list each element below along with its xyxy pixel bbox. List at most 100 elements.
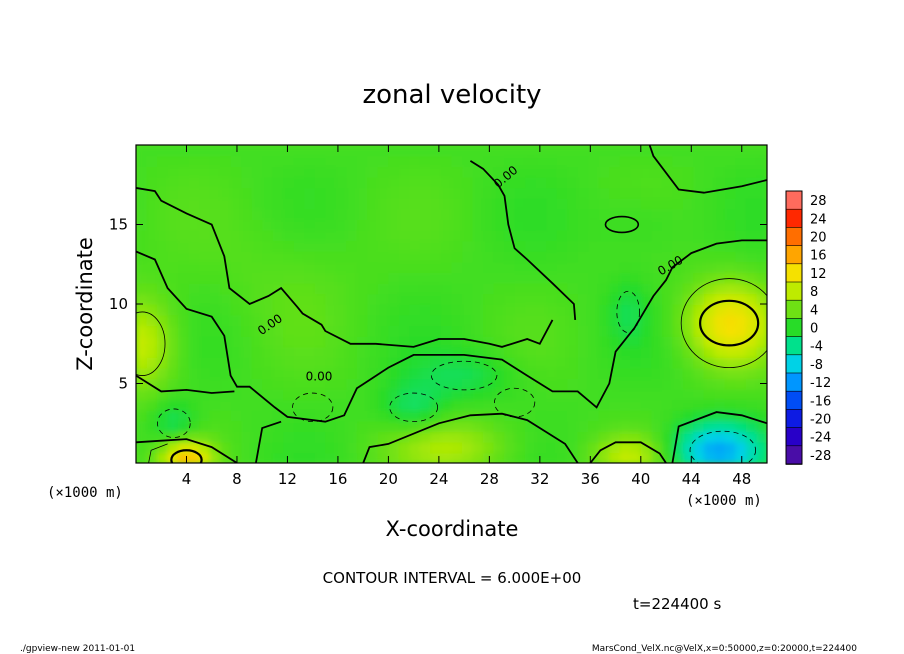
heatmap-cell	[136, 335, 148, 348]
heatmap-cell	[419, 441, 432, 454]
heatmap-cell	[703, 166, 716, 178]
heatmap-cell	[682, 399, 695, 411]
heatmap-cell	[388, 155, 400, 167]
heatmap-cell	[388, 240, 400, 252]
heatmap-cell	[546, 346, 558, 358]
heatmap-cell	[136, 251, 148, 263]
heatmap-cell	[472, 155, 484, 167]
heatmap-cell	[735, 229, 747, 242]
heatmap-cell	[199, 325, 211, 337]
heatmap-cell	[430, 399, 442, 411]
heatmap-cell	[577, 335, 590, 348]
heatmap-cell	[241, 304, 253, 316]
heatmap-cell	[556, 378, 568, 390]
heatmap-cell	[367, 314, 379, 326]
x-tick-label: 32	[530, 470, 549, 488]
heatmap-cell	[209, 304, 221, 316]
heatmap-cell	[388, 335, 400, 348]
heatmap-cell	[293, 282, 306, 295]
heatmap-cell	[356, 335, 369, 348]
heatmap-cell	[419, 229, 432, 242]
heatmap-cell	[651, 187, 663, 199]
heatmap-cell	[703, 261, 716, 273]
heatmap-cell	[640, 441, 653, 454]
heatmap-cell	[262, 251, 274, 263]
heatmap-cell	[745, 229, 758, 242]
heatmap-cell	[472, 367, 484, 379]
heatmap-cell	[493, 367, 505, 379]
heatmap-cell	[472, 145, 484, 157]
heatmap-cell	[546, 187, 558, 199]
heatmap-cell	[735, 367, 747, 379]
heatmap-cell	[335, 166, 348, 178]
heatmap-cell	[462, 176, 474, 189]
heatmap-cell	[146, 272, 158, 284]
heatmap-cell	[724, 155, 737, 167]
heatmap-cell	[241, 229, 253, 242]
heatmap-cell	[230, 410, 242, 422]
heatmap-cell	[577, 282, 590, 295]
heatmap-cell	[472, 208, 484, 220]
heatmap-cell	[451, 282, 463, 295]
heatmap-cell	[661, 335, 674, 348]
heatmap-cell	[346, 219, 358, 231]
heatmap-cell	[577, 155, 590, 167]
heatmap-cell	[304, 240, 316, 252]
heatmap-cell	[756, 314, 767, 326]
heatmap-cell	[556, 325, 568, 337]
heatmap-cell	[230, 229, 242, 242]
heatmap-cell	[714, 346, 726, 358]
heatmap-cell	[398, 272, 411, 284]
heatmap-cell	[525, 251, 537, 263]
heatmap-cell	[546, 208, 558, 220]
heatmap-cell	[388, 293, 400, 305]
heatmap-cell	[514, 399, 526, 411]
heatmap-cell	[178, 261, 190, 273]
heatmap-cell	[440, 335, 453, 348]
heatmap-cell	[619, 431, 632, 443]
heatmap-cell	[514, 240, 526, 252]
heatmap-cell	[714, 198, 726, 210]
heatmap-cell	[199, 346, 211, 358]
heatmap-cell	[525, 155, 537, 167]
heatmap-cell	[304, 388, 316, 401]
heatmap-cell	[241, 166, 253, 178]
heatmap-cell	[724, 314, 737, 326]
heatmap-cell	[230, 198, 242, 210]
heatmap-cell	[272, 431, 285, 443]
heatmap-cell	[703, 282, 716, 295]
heatmap-cell	[430, 229, 442, 242]
heatmap-cell	[693, 346, 705, 358]
heatmap-cell	[535, 166, 547, 178]
heatmap-cell	[703, 357, 716, 369]
heatmap-cell	[262, 145, 274, 157]
heatmap-cell	[483, 378, 495, 390]
heatmap-cell	[472, 431, 484, 443]
heatmap-cell	[745, 346, 758, 358]
heatmap-cell	[251, 176, 263, 189]
heatmap-cell	[356, 272, 369, 284]
heatmap-cell	[262, 325, 274, 337]
heatmap-cell	[157, 378, 169, 390]
heatmap-cell	[314, 282, 327, 295]
heatmap-cell	[609, 399, 621, 411]
heatmap-cell	[483, 251, 495, 263]
heatmap-cell	[472, 314, 484, 326]
heatmap-cell	[756, 155, 767, 167]
heatmap-cell	[409, 272, 421, 284]
heatmap-cell	[293, 176, 306, 189]
heatmap-cell	[619, 145, 632, 157]
heatmap-cell	[188, 240, 200, 252]
heatmap-cell	[199, 378, 211, 390]
heatmap-cell	[230, 166, 242, 178]
heatmap-cell	[514, 198, 526, 210]
heatmap-cell	[188, 251, 200, 263]
heatmap-cell	[220, 198, 232, 210]
colorbar-tick-label: -8	[810, 358, 823, 373]
heatmap-cell	[525, 272, 537, 284]
heatmap-cell	[493, 335, 505, 348]
heatmap-cell	[251, 187, 263, 199]
heatmap-cell	[483, 357, 495, 369]
heatmap-cell	[346, 388, 358, 401]
heatmap-cell	[682, 240, 695, 252]
